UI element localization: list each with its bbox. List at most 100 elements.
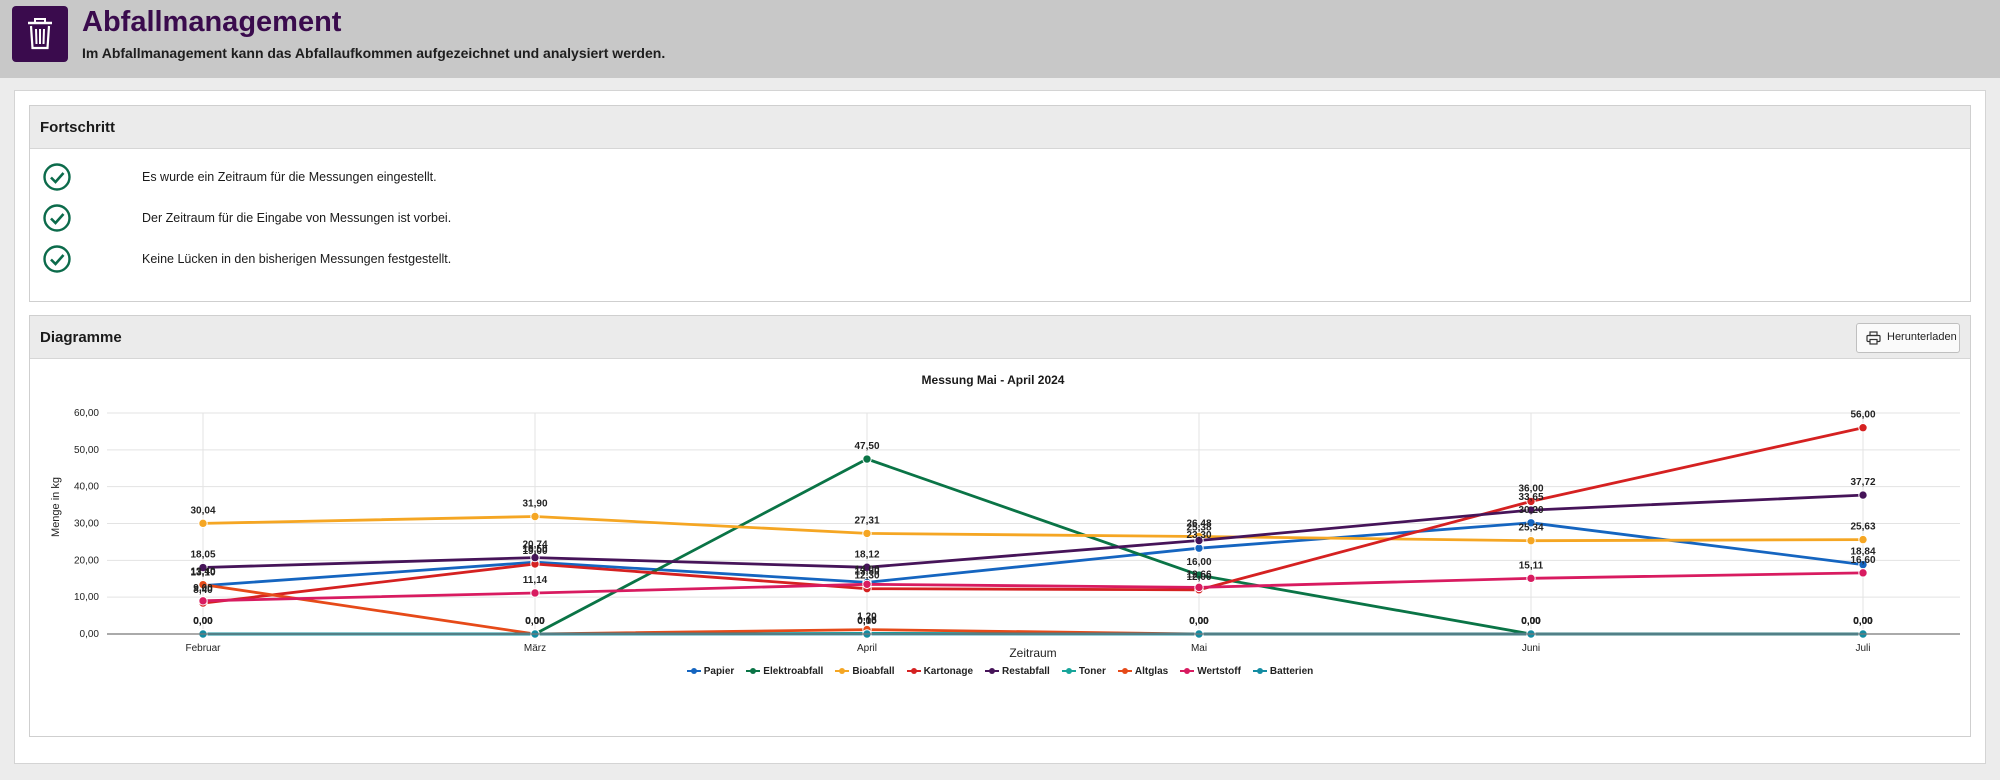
series-line-kartonage — [202, 426, 1864, 605]
x-tick-label: Juni — [1522, 643, 1540, 654]
progress-item-text: Es wurde ein Zeitraum für die Messungen … — [142, 170, 437, 184]
data-point[interactable] — [198, 596, 208, 606]
legend-item-bioabfall[interactable]: Bioabfall — [835, 666, 895, 677]
legend-marker — [1117, 668, 1132, 675]
diagrams-panel-header: Diagramme Herunterladen — [30, 316, 1970, 359]
data-point[interactable] — [862, 454, 872, 464]
data-point[interactable] — [1194, 570, 1204, 580]
series-line-wertstoff — [202, 571, 1864, 603]
data-point[interactable] — [198, 562, 208, 573]
data-point[interactable] — [1526, 535, 1536, 546]
content-card: Fortschritt Es wurde ein Zeitraum für di… — [14, 90, 1986, 764]
data-label: 16,00 — [1186, 557, 1211, 568]
page-title: Abfallmanagement — [82, 6, 342, 38]
y-tick-label: 30,00 — [74, 519, 99, 530]
data-point[interactable] — [1526, 518, 1536, 528]
data-label: 47,50 — [854, 441, 879, 452]
legend-label: Restabfall — [1002, 666, 1050, 677]
data-label: 19,00 — [522, 546, 547, 557]
data-point[interactable] — [1858, 534, 1868, 545]
legend-marker — [835, 668, 850, 675]
data-label: 33,65 — [1518, 492, 1543, 503]
data-point[interactable] — [530, 588, 540, 598]
legend-label: Papier — [703, 666, 735, 677]
data-label: 15,11 — [1519, 560, 1544, 571]
data-point[interactable] — [1194, 543, 1204, 553]
data-label: 0,00 — [1521, 616, 1541, 627]
x-tick-label: Mai — [1191, 643, 1207, 654]
legend-item-restabfall[interactable]: Restabfall — [985, 666, 1050, 677]
data-point[interactable] — [530, 552, 540, 563]
data-point[interactable] — [198, 579, 208, 590]
download-button[interactable]: Herunterladen — [1856, 323, 1960, 353]
data-point[interactable] — [862, 528, 872, 539]
data-label: 0,00 — [1853, 616, 1873, 627]
y-tick-label: 40,00 — [74, 482, 99, 493]
data-point[interactable] — [1858, 568, 1868, 578]
page-subtitle: Im Abfallmanagement kann das Abfallaufko… — [82, 45, 666, 61]
data-label: 1,20 — [857, 612, 877, 623]
legend-label: Kartonage — [923, 666, 974, 677]
x-tick-label: April — [857, 643, 877, 654]
legend-item-elektroabfall[interactable]: Elektroabfall — [746, 666, 823, 677]
data-label: 27,31 — [854, 515, 879, 526]
data-label: 25,63 — [1850, 522, 1875, 533]
y-tick-label: 50,00 — [74, 445, 99, 456]
waste-line-chart: Messung Mai - April 2024 13,10 19,50 14,00… — [50, 373, 1960, 659]
legend-label: Batterien — [1269, 666, 1314, 677]
data-point[interactable] — [1858, 490, 1868, 500]
data-label: 25,34 — [1518, 523, 1543, 534]
data-label: 0,00 — [525, 616, 545, 627]
download-button-label: Herunterladen — [1887, 331, 1957, 343]
data-point[interactable] — [1194, 582, 1204, 593]
data-label: 25,38 — [1186, 523, 1211, 534]
printer-icon — [1866, 331, 1881, 345]
x-tick-label: Juli — [1855, 643, 1870, 654]
data-label: 9,00 — [193, 583, 213, 594]
trash-icon — [12, 6, 68, 62]
data-label: 13,40 — [190, 567, 215, 578]
data-point[interactable] — [530, 511, 540, 522]
legend-item-batterien[interactable]: Batterien — [1252, 666, 1314, 677]
data-label: 20,74 — [522, 540, 547, 551]
y-tick-label: 20,00 — [74, 555, 99, 566]
data-point[interactable] — [1526, 573, 1536, 584]
legend-marker — [746, 668, 761, 675]
data-label: 13,10 — [190, 568, 215, 579]
x-tick-label: März — [524, 643, 546, 654]
diagrams-panel-title: Diagramme — [40, 329, 122, 346]
data-label: 16,60 — [1850, 555, 1875, 566]
legend-marker — [985, 668, 1000, 675]
legend-item-toner[interactable]: Toner — [1061, 666, 1106, 677]
data-label: 0,00 — [525, 616, 545, 627]
data-label: 0,00 — [857, 616, 877, 627]
data-point[interactable] — [1858, 423, 1868, 433]
legend-label: Bioabfall — [852, 666, 895, 677]
data-label: 12,66 — [1186, 569, 1211, 580]
data-label: 0,00 — [193, 616, 213, 627]
data-label: 56,00 — [1850, 410, 1875, 421]
series-line-altglas — [202, 583, 1863, 636]
legend-item-altglas[interactable]: Altglas — [1117, 666, 1169, 677]
legend-item-kartonage[interactable]: Kartonage — [906, 666, 974, 677]
progress-panel-title: Fortschritt — [40, 119, 115, 136]
data-point[interactable] — [862, 579, 872, 589]
progress-panel: Fortschritt Es wurde ein Zeitraum für di… — [29, 105, 1971, 302]
data-label: 0,00 — [1189, 616, 1209, 627]
data-point[interactable] — [1526, 505, 1536, 515]
data-label: 0,00 — [525, 616, 545, 627]
data-label: 37,72 — [1850, 477, 1875, 488]
legend-item-wertstoff[interactable]: Wertstoff — [1180, 666, 1241, 677]
chart-title: Messung Mai - April 2024 — [922, 373, 1065, 387]
progress-panel-header: Fortschritt — [30, 106, 1970, 149]
data-label: 0,00 — [1521, 616, 1541, 627]
progress-item: Keine Lücken in den bisherigen Messungen… — [42, 244, 1542, 274]
data-label: 19,50 — [522, 544, 547, 555]
series-line-bioabfall — [202, 515, 1864, 543]
x-tick-label: Februar — [185, 643, 221, 654]
data-point[interactable] — [198, 518, 208, 529]
data-point[interactable] — [1194, 535, 1204, 546]
legend-item-papier[interactable]: Papier — [686, 666, 735, 677]
legend-label: Altglas — [1134, 666, 1169, 677]
data-point[interactable] — [862, 562, 872, 572]
